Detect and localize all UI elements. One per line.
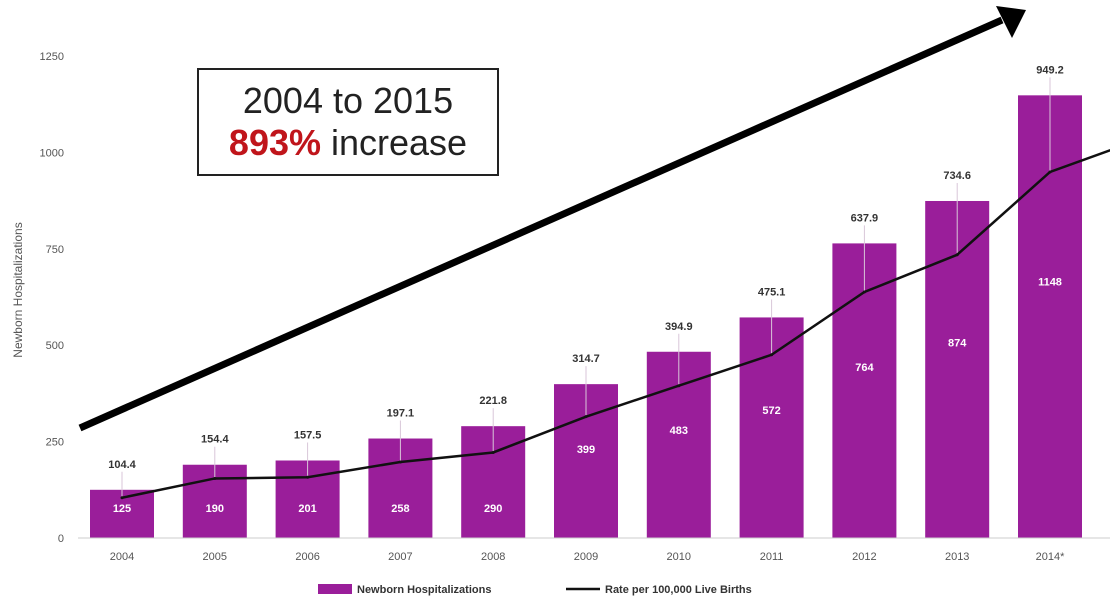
rate-value-label: 637.9 [851,212,879,224]
trend-arrow-head [996,6,1026,38]
x-tick-label: 2004 [110,551,134,563]
increase-callout: 2004 to 2015 893% increase [197,68,499,176]
bar [925,200,990,538]
rate-value-label: 734.6 [943,170,971,182]
bar-value-label: 399 [577,444,595,456]
trend-arrow [78,6,1026,432]
rate-value-label: 314.7 [572,353,600,365]
x-tick-label: 2014* [1036,551,1065,563]
y-tick-label: 750 [46,244,64,256]
x-axis: 2004 2005 2006 2007 2008 2009 2010 2011 2012 2013… [78,537,1110,563]
rate-value-label: 157.5 [294,429,322,441]
y-tick-label: 1250 [40,51,64,63]
rate-value-label: 394.9 [665,321,693,333]
bar-value-label: 190 [206,503,224,515]
rate-point [491,450,495,454]
x-tick-label: 2010 [667,551,691,563]
x-tick-label: 2006 [295,551,319,563]
rate-point [213,476,217,480]
rate-point [120,496,124,500]
x-tick-label: 2012 [852,551,876,563]
callout-suffix: increase [321,122,468,163]
legend: Newborn Hospitalizations Rate per 100,00… [318,584,752,596]
rate-point [584,415,588,419]
legend-swatch-bars [318,584,352,594]
rate-value-label: 197.1 [387,408,415,420]
rate-point [955,253,959,257]
bar-value-label: 764 [855,362,874,374]
bar-value-labels: 12519020125829039948357276487411481252 [113,276,1062,515]
legend-label-bars: Newborn Hospitalizations [357,584,491,596]
y-axis: 0 250 500 750 1000 1250 [40,51,64,545]
bar-value-label: 483 [670,425,688,437]
rate-series-line [121,148,1110,499]
rate-value-label: 221.8 [479,395,507,407]
bar-value-label: 290 [484,503,502,515]
x-tick-label: 2005 [203,551,227,563]
rate-value-label: 475.1 [758,286,786,298]
rate-line [120,148,1110,500]
x-tick-label: 2013 [945,551,969,563]
bar-value-label: 201 [298,503,316,515]
rate-value-label: 154.4 [201,434,229,446]
bar-value-label: 258 [391,503,409,515]
rate-point [306,475,310,479]
y-tick-label: 1000 [40,147,64,159]
legend-label-line: Rate per 100,000 Live Births [605,584,752,596]
x-tick-label: 2009 [574,551,598,563]
x-tick-label: 2008 [481,551,505,563]
rate-point [862,290,866,294]
rate-value-labels: 104.4 154.4 157.5 197.1 221.8 314.7 394.9 475.1… [108,64,1064,471]
leader-lines [121,77,1051,498]
bar-value-label: 572 [762,405,780,417]
trend-arrow-shaft [78,16,1004,432]
x-tick-label: 2011 [760,551,784,563]
y-axis-label: Newborn Hospitalizations [11,222,25,357]
rate-point [677,384,681,388]
callout-percent: 893% [228,122,321,163]
bar-value-label: 125 [113,503,131,515]
callout-increase: 893% increase [199,122,497,164]
x-tick-label: 2007 [388,551,412,563]
y-tick-label: 0 [58,533,64,545]
rate-point [770,353,774,357]
callout-period: 2004 to 2015 [242,80,454,121]
rate-value-label: 104.4 [108,459,136,471]
y-tick-label: 250 [46,437,64,449]
rate-point [398,460,402,464]
bar-value-label: 1148 [1038,276,1062,288]
rate-value-label: 949.2 [1036,64,1064,76]
y-tick-label: 500 [46,340,64,352]
rate-point [1048,170,1052,174]
bar-value-label: 874 [948,338,967,350]
